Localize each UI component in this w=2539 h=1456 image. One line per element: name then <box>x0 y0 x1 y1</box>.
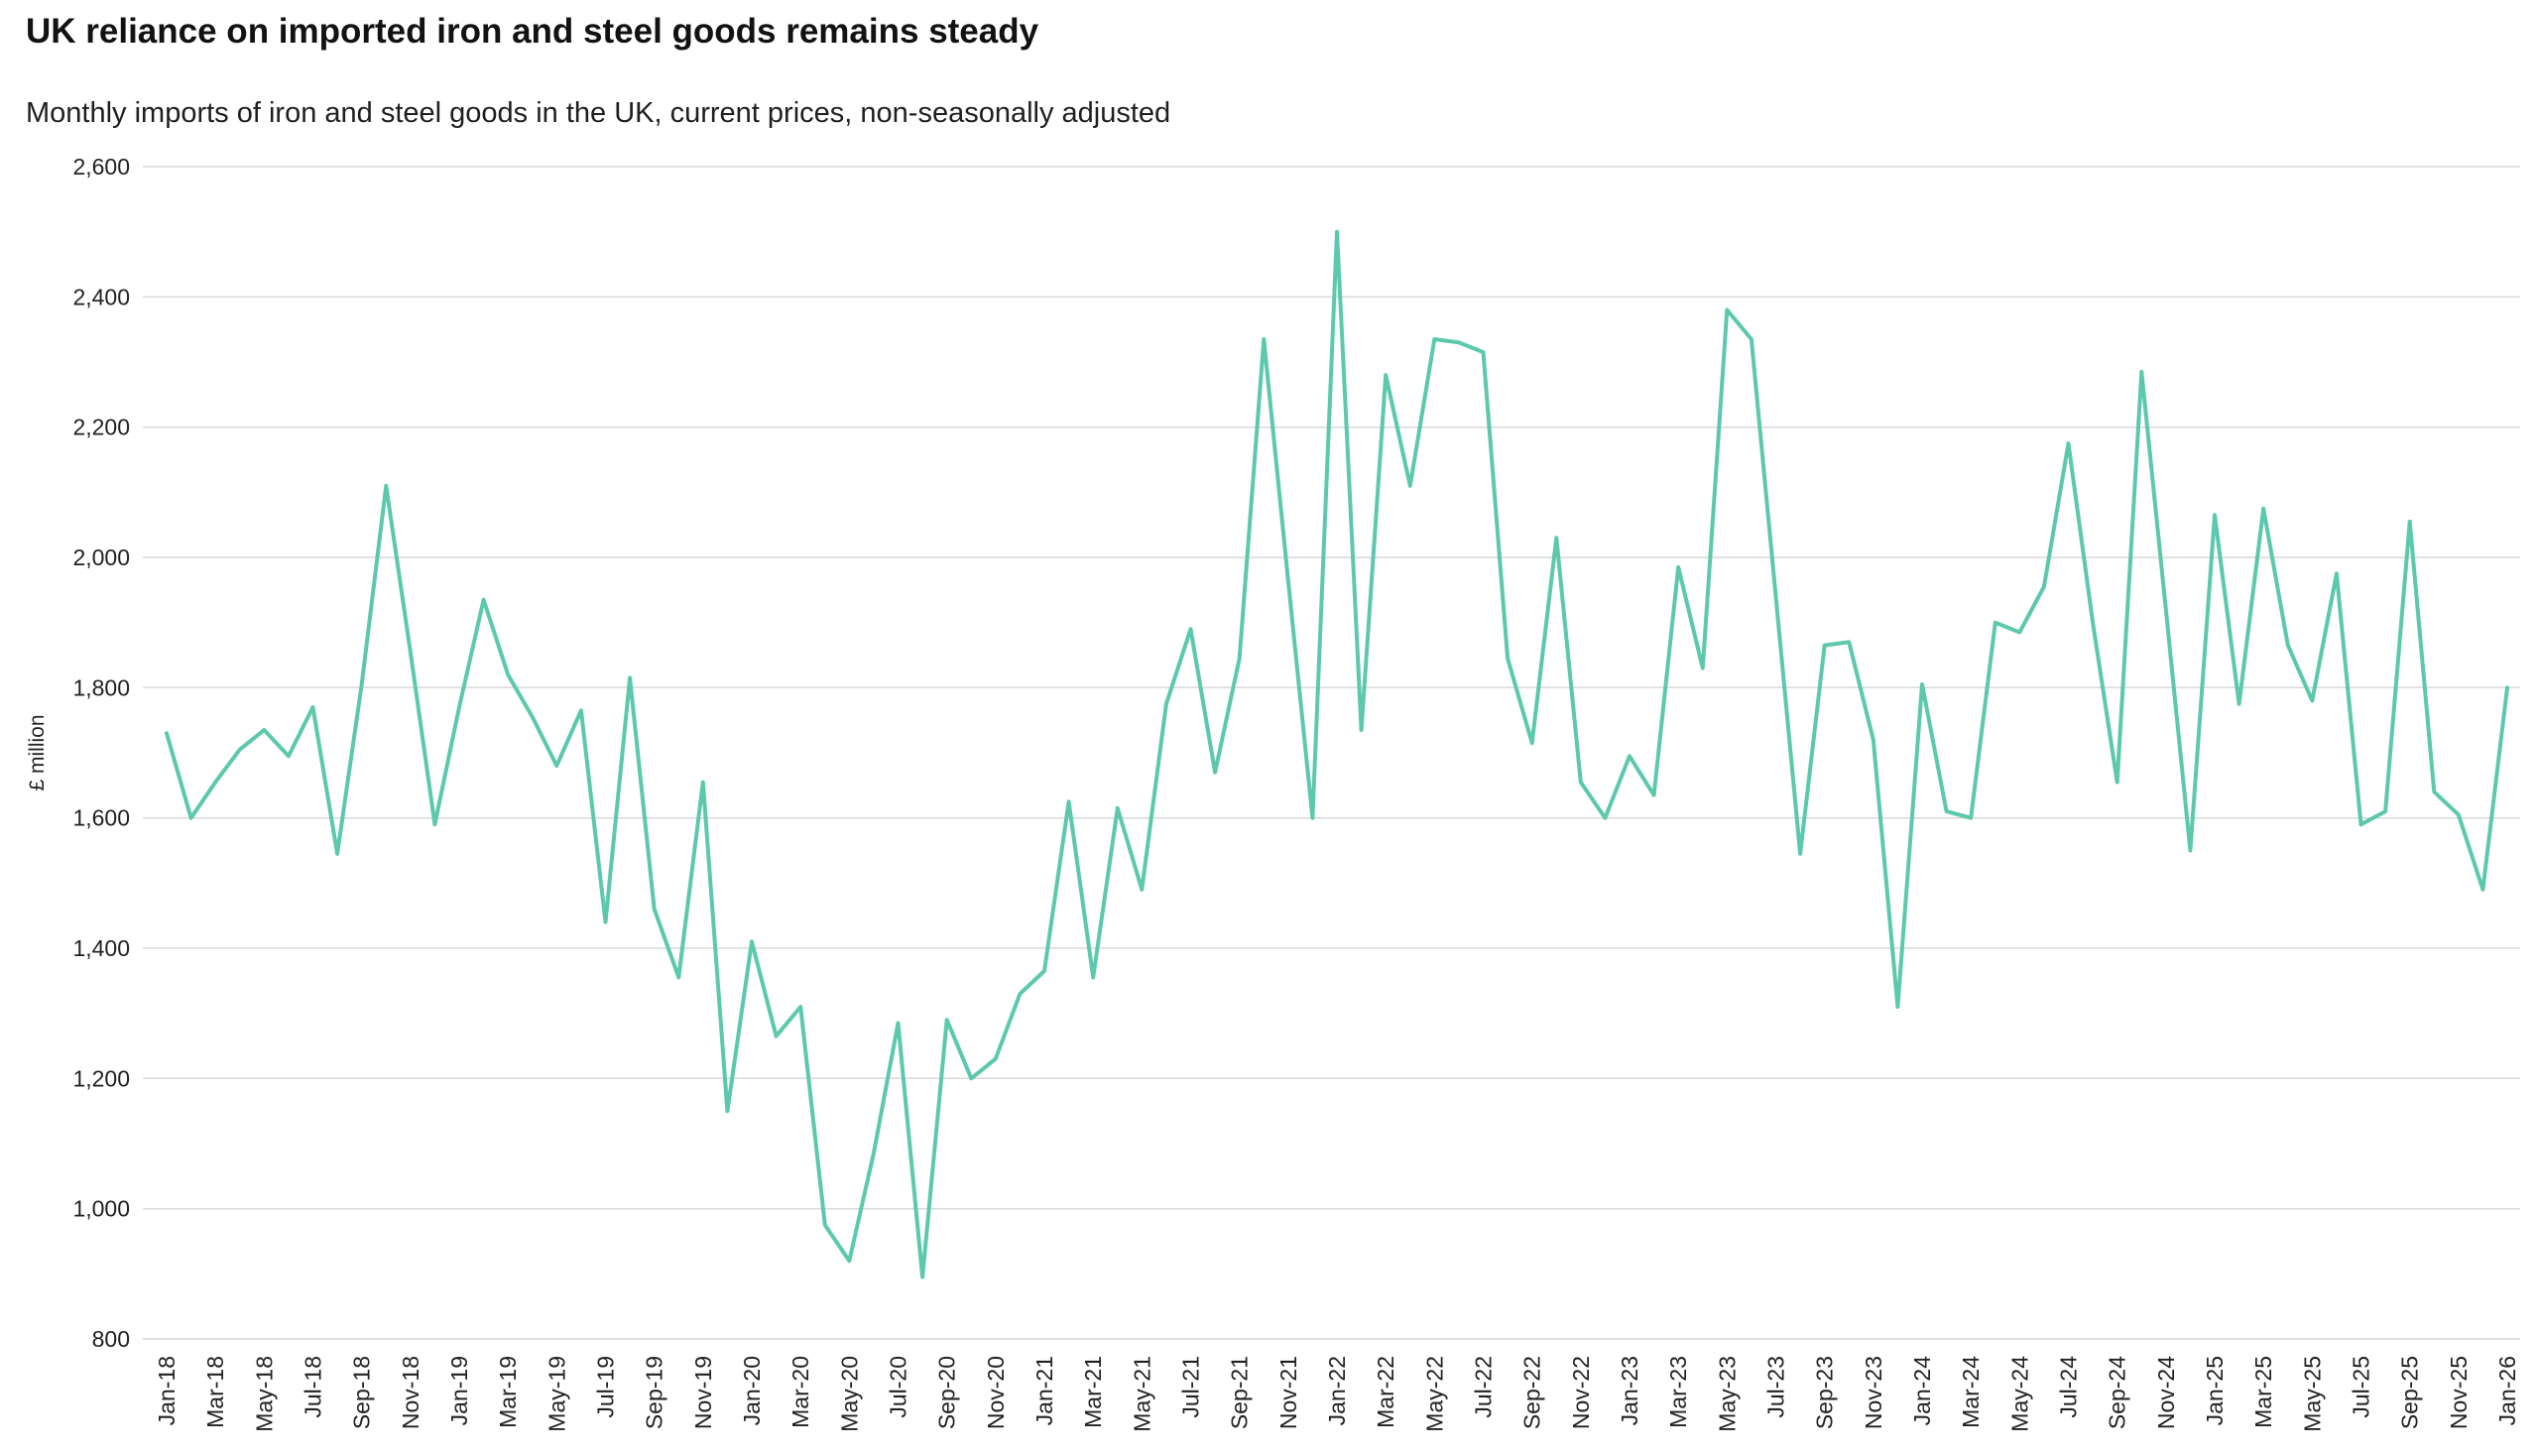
x-tick-label: Jul-22 <box>1471 1356 1497 1418</box>
x-tick-label: Jul-20 <box>886 1356 911 1418</box>
x-tick-label: Nov-20 <box>983 1356 1009 1429</box>
x-tick-label: Jul-24 <box>2056 1356 2082 1418</box>
x-tick-label: Mar-25 <box>2250 1356 2276 1428</box>
x-tick-label: Sep-21 <box>1227 1356 1253 1429</box>
y-tick-label: 2,600 <box>72 154 130 180</box>
y-tick-label: 1,600 <box>72 805 130 831</box>
x-tick-label: Mar-22 <box>1373 1356 1398 1428</box>
x-tick-label: Jan-26 <box>2494 1356 2520 1425</box>
data-line <box>165 229 2509 1279</box>
x-tick-label: Jul-21 <box>1178 1356 1204 1418</box>
chart-subtitle: Monthly imports of iron and steel goods … <box>26 97 1171 129</box>
x-tick-label: May-18 <box>251 1356 277 1432</box>
x-tick-label: Jan-25 <box>2202 1356 2228 1425</box>
x-tick-label: Sep-18 <box>349 1356 375 1429</box>
x-tick-label: Nov-18 <box>398 1356 423 1429</box>
x-tick-label: May-19 <box>544 1356 569 1432</box>
x-tick-label: Sep-22 <box>1519 1356 1545 1429</box>
y-tick-label: 1,800 <box>72 674 130 700</box>
x-tick-label: Mar-20 <box>787 1356 813 1428</box>
x-tick-label: Jan-18 <box>154 1356 180 1425</box>
x-tick-label: Mar-19 <box>495 1356 521 1428</box>
x-tick-label: Jul-25 <box>2349 1356 2374 1418</box>
x-tick-label: Sep-19 <box>642 1356 667 1429</box>
x-tick-label: May-25 <box>2299 1356 2325 1432</box>
x-tick-label: May-21 <box>1129 1356 1154 1432</box>
y-tick-label: 2,200 <box>72 415 130 440</box>
x-tick-label: Mar-21 <box>1080 1356 1106 1428</box>
x-tick-label: May-24 <box>2006 1356 2032 1432</box>
x-tick-label: Nov-19 <box>690 1356 716 1429</box>
x-tick-label: May-23 <box>1714 1356 1740 1432</box>
x-tick-label: Nov-22 <box>1568 1356 1594 1429</box>
x-tick-label: Sep-23 <box>1812 1356 1838 1429</box>
chart-title: UK reliance on imported iron and steel g… <box>26 12 1039 51</box>
x-tick-label: Sep-20 <box>934 1356 960 1429</box>
x-tick-label: Mar-24 <box>1958 1356 1984 1428</box>
y-tick-label: 2,000 <box>72 545 130 570</box>
x-tick-label: Jan-19 <box>446 1356 472 1425</box>
x-tick-label: Nov-24 <box>2153 1356 2179 1429</box>
x-tick-label: Jan-24 <box>1909 1356 1935 1426</box>
x-tick-label: Nov-23 <box>1861 1356 1886 1429</box>
y-tick-label: 2,400 <box>72 284 130 309</box>
x-tick-label: Jul-18 <box>301 1356 326 1418</box>
x-tick-label: Jan-22 <box>1324 1356 1350 1425</box>
y-axis-title: £ million <box>26 714 49 790</box>
x-tick-label: Jan-23 <box>1617 1356 1642 1425</box>
x-tick-label: Jul-23 <box>1763 1356 1789 1418</box>
x-tick-label: Nov-25 <box>2446 1356 2472 1429</box>
x-tick-label: Nov-21 <box>1275 1356 1301 1429</box>
x-tick-label: Sep-24 <box>2105 1356 2130 1429</box>
x-tick-label: Mar-23 <box>1665 1356 1691 1428</box>
y-tick-label: 1,000 <box>72 1196 130 1222</box>
y-tick-label: 1,200 <box>72 1065 130 1091</box>
x-tick-label: Mar-18 <box>202 1356 228 1428</box>
y-tick-label: 800 <box>92 1326 130 1352</box>
x-tick-label: Sep-25 <box>2397 1356 2423 1429</box>
y-tick-label: 1,400 <box>72 935 130 961</box>
x-tick-label: May-22 <box>1421 1356 1447 1432</box>
x-tick-label: Jan-21 <box>1031 1356 1057 1425</box>
x-tick-label: Jan-20 <box>739 1356 765 1425</box>
x-tick-label: Jul-19 <box>593 1356 619 1418</box>
x-tick-label: May-20 <box>836 1356 862 1432</box>
